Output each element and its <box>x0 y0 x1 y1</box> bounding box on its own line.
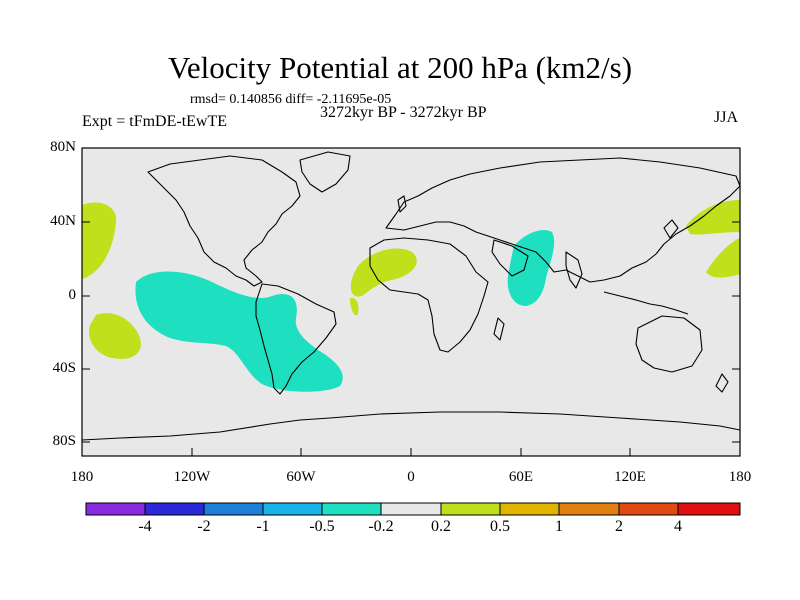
coast-indonesia <box>603 291 689 315</box>
colorbar-box-7 <box>440 502 501 516</box>
coast-australia <box>635 315 703 373</box>
colorbar-box-6 <box>380 502 442 516</box>
coast-arabia <box>491 239 529 277</box>
y-tick-label: 40S <box>52 360 76 376</box>
y-tick-label: 80S <box>52 433 76 449</box>
anomaly-indian-ocean <box>507 229 555 306</box>
colorbar-box-5 <box>321 502 382 516</box>
coast-south-america <box>255 283 337 395</box>
colorbar-box-4 <box>262 502 323 516</box>
y-tick-label: 80N <box>50 139 76 155</box>
coast-indian-subcontinent <box>565 251 583 289</box>
x-tick-label: 120E <box>614 469 646 485</box>
coast-africa <box>369 237 489 353</box>
x-tick-label: 60W <box>286 469 316 485</box>
anomaly-west-pacific-north <box>686 200 740 235</box>
positive-anomalies <box>82 200 740 359</box>
anomaly-pacific-south-america <box>135 271 343 392</box>
coast-antarctica <box>81 411 741 441</box>
colorbar-label: 0.2 <box>431 518 451 535</box>
coast-japan <box>663 219 679 239</box>
coast-greenland <box>299 151 351 193</box>
stats-text: rmsd= 0.140856 diff= -2.11695e-05 <box>190 92 392 107</box>
y-tick-marks <box>82 147 740 443</box>
coastlines <box>81 151 741 441</box>
colorbar-box-11 <box>677 502 741 516</box>
coast-uk <box>397 195 407 213</box>
colorbar-box-1 <box>85 502 146 516</box>
y-tick-label: 0 <box>68 287 77 303</box>
x-tick-label: 0 <box>407 469 415 485</box>
coast-new-zealand <box>715 373 729 393</box>
colorbar-box-3 <box>203 502 264 516</box>
colorbar-label: -0.2 <box>368 518 394 535</box>
coast-madagascar <box>493 317 505 341</box>
experiment-label: Expt = tFmDE-tEwTE <box>82 113 228 130</box>
colorbar-box-8 <box>499 502 560 516</box>
colorbar-box-2 <box>144 502 205 516</box>
y-tick-label: 40N <box>50 213 76 229</box>
colorbar <box>85 502 741 516</box>
anomaly-south-pacific <box>88 313 141 359</box>
season-label: JJA <box>714 109 739 126</box>
colorbar-label: -2 <box>197 518 211 535</box>
colorbar-box-9 <box>558 502 620 516</box>
negative-anomalies <box>135 229 555 392</box>
anomaly-east-pacific-north <box>82 202 117 279</box>
x-tick-label: 60E <box>508 469 534 485</box>
x-tick-label: 180 <box>70 469 94 485</box>
colorbar-label: 2 <box>615 518 623 535</box>
colorbar-label: 0.5 <box>490 518 510 535</box>
anomaly-west-africa <box>350 248 417 297</box>
coast-europe-asia <box>385 157 741 283</box>
x-tick-label: 180 <box>728 469 752 485</box>
colorbar-label: -4 <box>138 518 152 535</box>
anomaly-equatorial-atlantic <box>350 297 359 316</box>
anomaly-west-pacific-east <box>706 238 740 278</box>
plot-title: Velocity Potential at 200 hPa (km2/s) <box>167 50 633 85</box>
colorbar-label: 4 <box>674 518 682 535</box>
colorbar-label: -0.5 <box>309 518 335 535</box>
colorbar-label: 1 <box>555 518 563 535</box>
colorbar-label: -1 <box>256 518 270 535</box>
period-label: 3272kyr BP - 3272kyr BP <box>320 104 487 121</box>
x-tick-marks <box>81 448 741 456</box>
x-tick-label: 120W <box>173 469 211 485</box>
colorbar-box-10 <box>618 502 679 516</box>
coast-north-america <box>147 155 301 287</box>
